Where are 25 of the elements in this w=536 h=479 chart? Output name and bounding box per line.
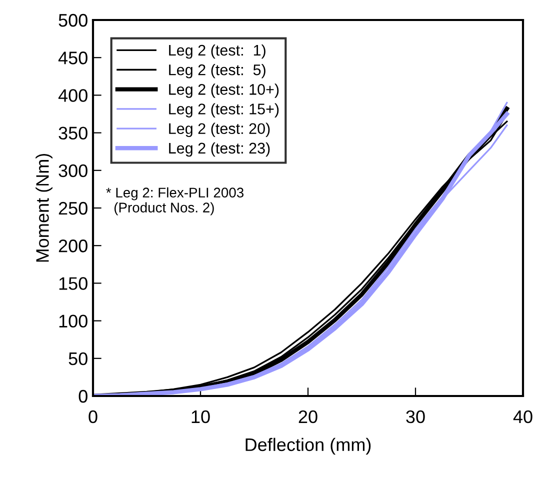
y-tick-label: 400: [58, 89, 88, 102]
y-tick-label: 0: [78, 390, 88, 403]
legend-label: Leg 2 (test: 15+): [169, 103, 279, 118]
x-tick-label: 40: [513, 410, 532, 424]
x-tick-label: 10: [192, 410, 210, 424]
x-axis-title: Deflection (mm): [246, 438, 371, 455]
y-tick-label: 500: [58, 14, 88, 27]
x-tick-label: 20: [298, 410, 318, 424]
y-tick-label: 200: [58, 240, 88, 252]
x-tick-label: 0: [88, 410, 98, 424]
legend-label: Leg 2 (test: 23): [169, 142, 270, 157]
y-axis-title: Moment (Nm): [36, 154, 52, 262]
y-tick-label: 250: [58, 202, 88, 215]
legend-label: Leg 2 (test: 5): [169, 64, 266, 78]
annotation: * Leg 2: Flex-PLI 2003 (Product Nos. 2): [106, 187, 244, 216]
y-tick-label: 100: [59, 314, 88, 328]
y-tick-label: 350: [58, 126, 88, 140]
y-tick-label: 50: [68, 352, 88, 366]
y-tick-label: 450: [58, 52, 88, 64]
legend-label: Leg 2 (test: 1): [169, 44, 266, 59]
y-tick-label: 150: [59, 277, 88, 290]
y-tick-label: 300: [58, 164, 88, 178]
legend-label: Leg 2 (test: 10+): [169, 84, 279, 98]
x-tick-label: 30: [406, 410, 425, 424]
legend-label: Leg 2 (test: 20): [169, 122, 270, 138]
